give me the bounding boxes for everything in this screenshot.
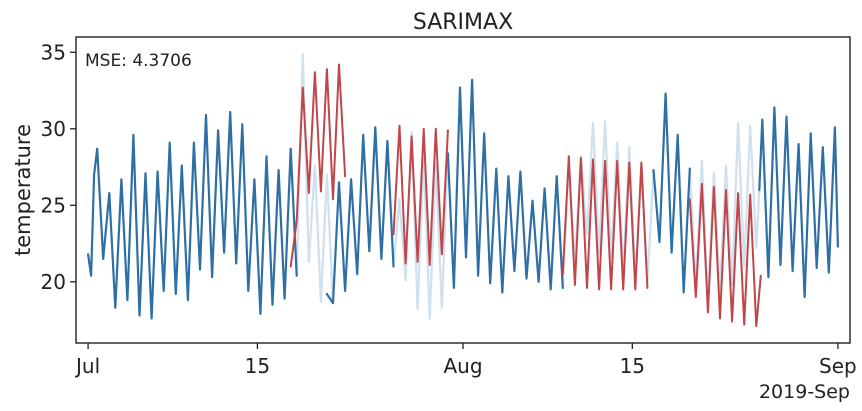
y-axis-label: temperature [11,124,35,256]
x-tick-label-1: 15 [245,354,270,378]
x-tick-label-4: Sep [819,354,857,378]
y-tick-label-2: 30 [41,117,66,141]
x-tick-label-3: 15 [620,354,645,378]
series-forecast-8-line-0 [561,155,649,291]
series-forecast-6-line-0 [289,63,347,268]
y-axis: 20 25 30 35 [41,40,76,294]
y-tick-label-3: 35 [41,40,66,64]
series-layer [87,52,839,328]
y-tick-label-0: 20 [41,270,66,294]
series-observed-2-line-0 [446,78,564,294]
series-observed-3-line-0 [652,92,691,294]
x-axis-offset-label: 2019-Sep [759,381,850,403]
series-observed-0-line-0 [87,110,298,320]
chart-title: SARIMAX [413,10,513,35]
series-actual_in_forecast_window-5-line-1 [392,130,449,320]
x-tick-label-0: Jul [74,354,100,378]
series-actual_in_forecast_window-5-line-3 [688,121,761,303]
series-observed-1-line-0 [325,126,395,305]
x-tick-label-2: Aug [443,354,482,378]
series-actual_in_forecast_window-5-line-0 [295,52,335,305]
series-observed-4-line-0 [758,106,839,299]
mse-annotation: MSE: 4.3706 [85,51,192,71]
x-axis: Jul 15 Aug 15 Sep [74,343,857,378]
series-forecast-7-line-0 [392,124,449,266]
series-forecast-9-line-0 [688,182,762,328]
y-tick-label-1: 25 [41,193,66,217]
